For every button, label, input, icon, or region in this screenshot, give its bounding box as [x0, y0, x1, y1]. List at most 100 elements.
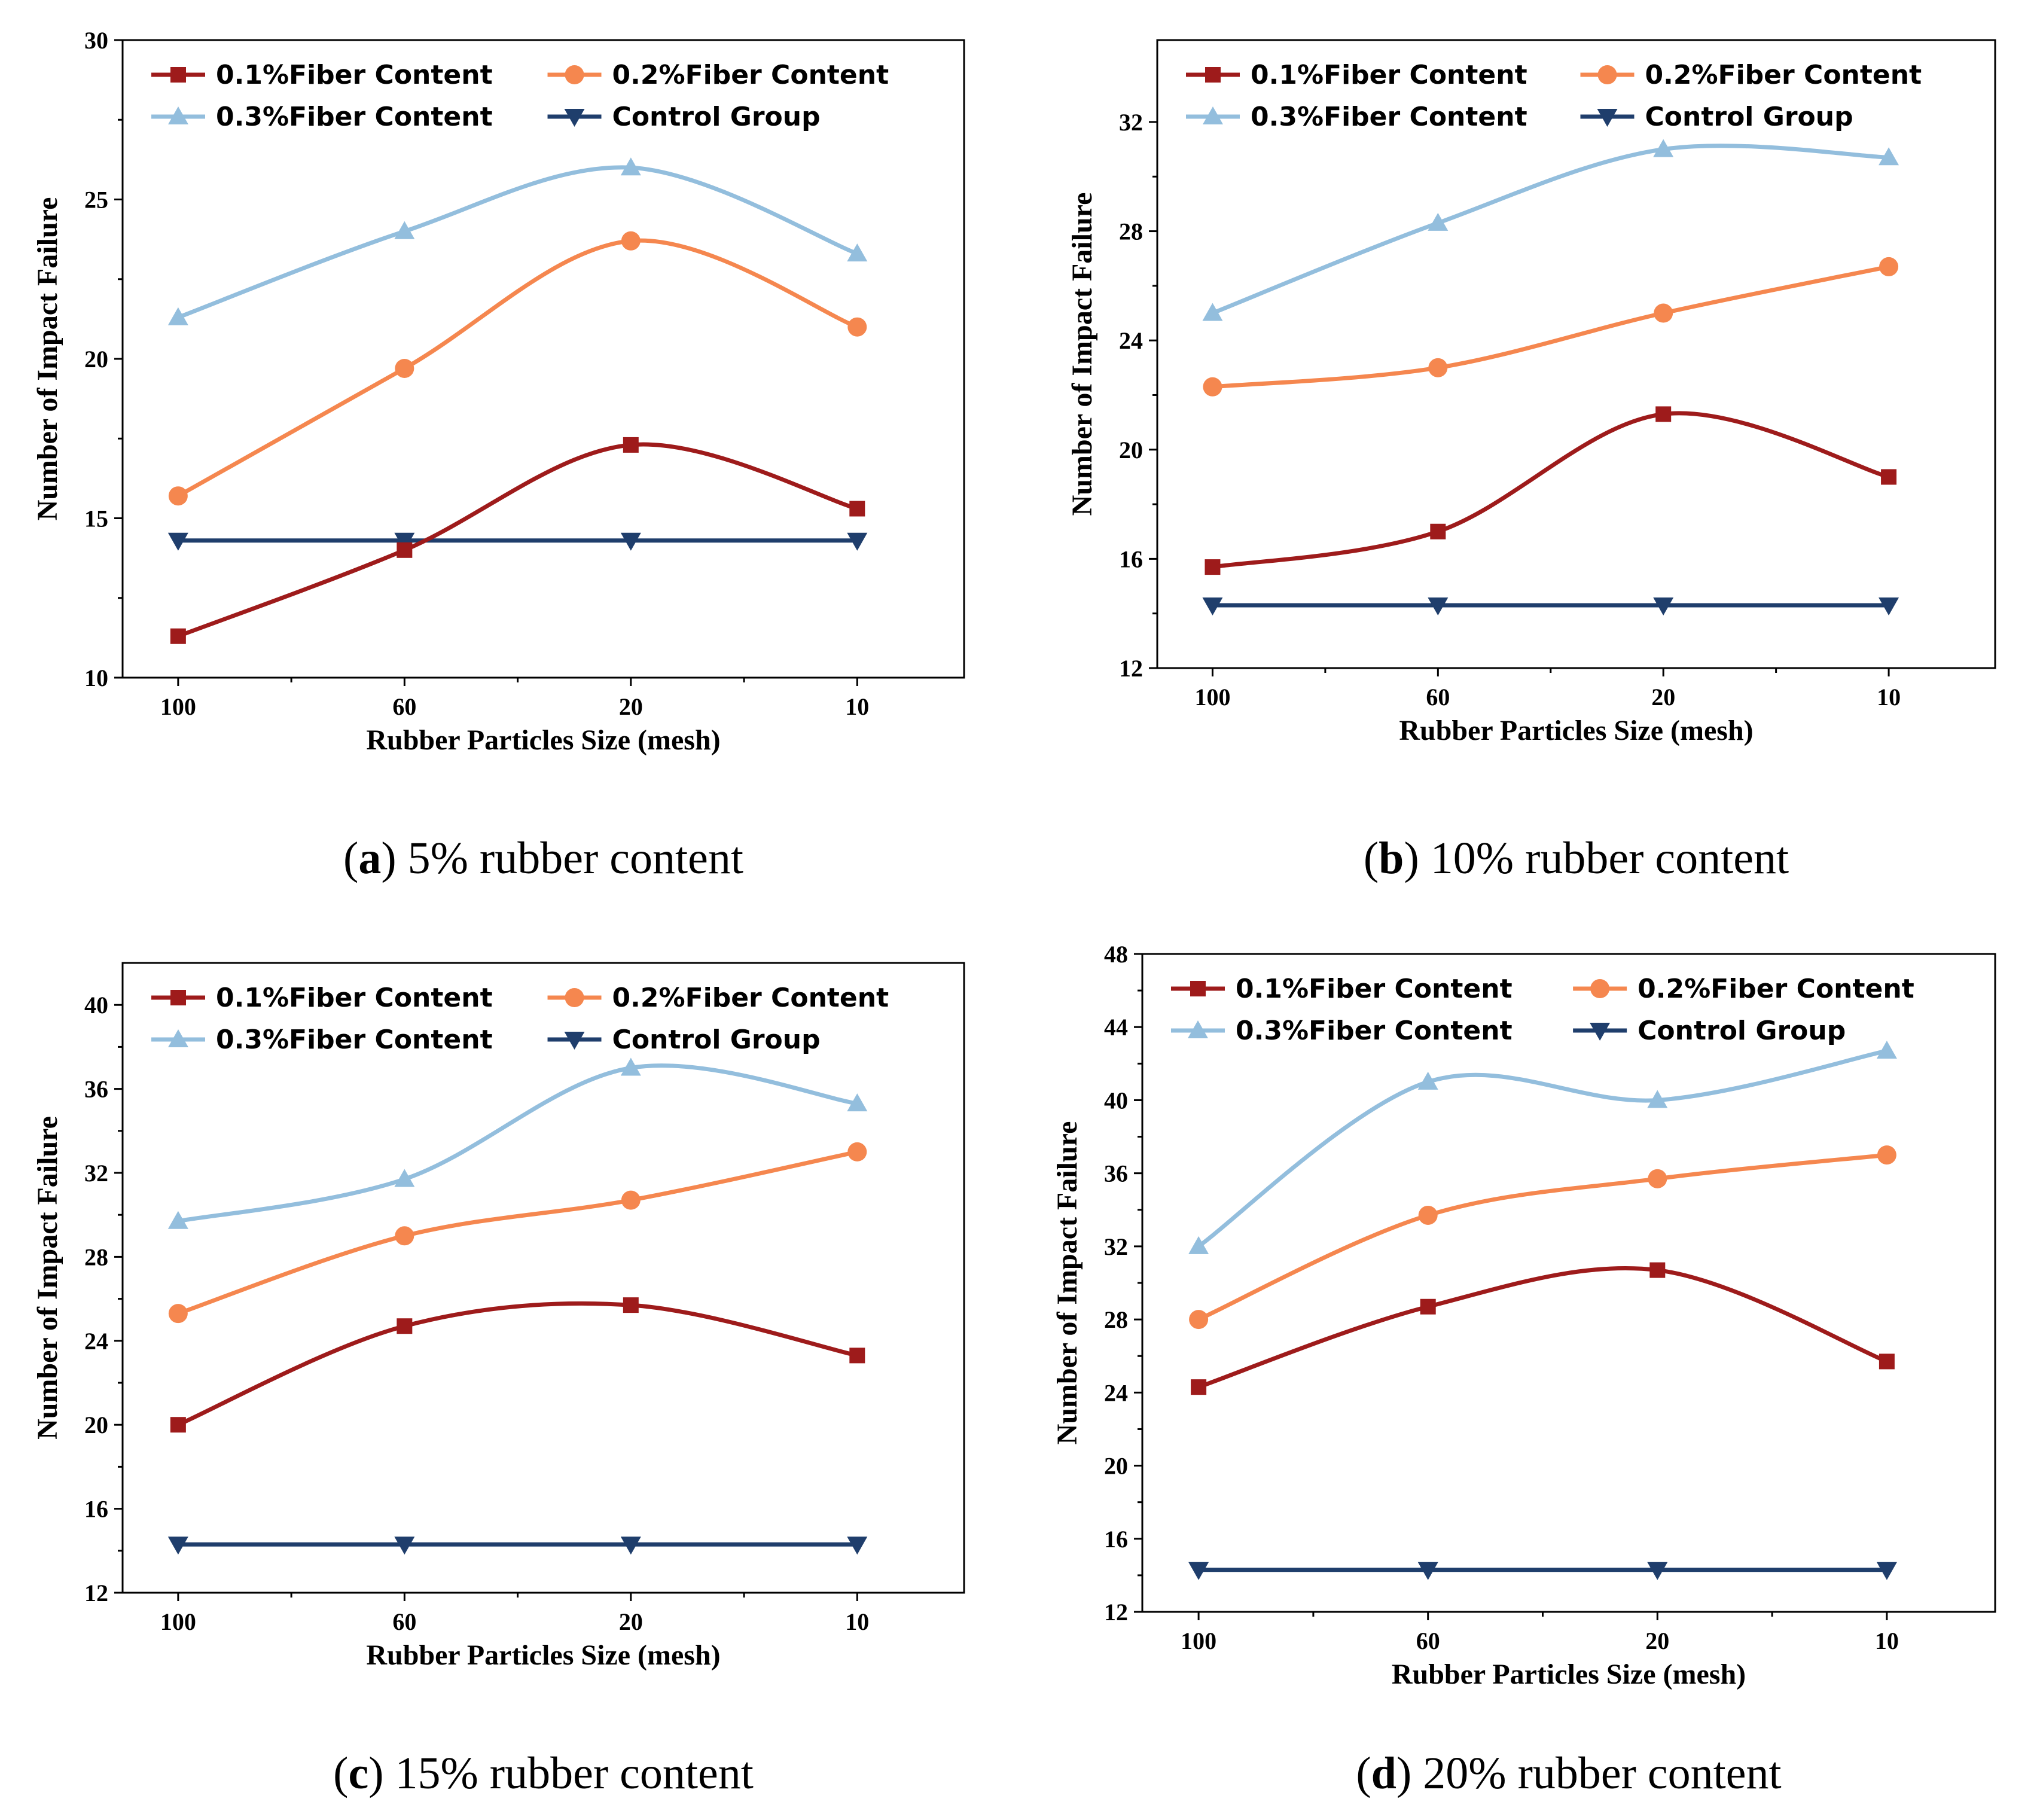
data-point-control-10 — [1876, 1562, 1897, 1580]
data-point-fiber_0_3-60 — [1428, 212, 1449, 231]
data-point-control-100 — [167, 532, 188, 551]
legend: 0.1%Fiber Content 0.2%Fiber Content 0.3%Fi… — [1186, 60, 1922, 132]
series-line-fiber_0_2 — [1210, 264, 1891, 389]
legend-label: 0.1%Fiber Content — [216, 60, 493, 90]
legend-marker — [168, 1029, 188, 1047]
series-fiber_0_2 — [168, 1142, 867, 1324]
legend-marker — [565, 988, 584, 1007]
data-point-fiber_0_2-20 — [1654, 303, 1673, 323]
data-point-control-100 — [1188, 1562, 1209, 1580]
series-control — [167, 532, 868, 551]
data-point-control-20 — [620, 1537, 641, 1555]
plot-frame — [121, 39, 965, 679]
data-point-fiber_0_2-20 — [621, 1190, 641, 1210]
data-point-fiber_0_1-10 — [849, 1348, 865, 1364]
data-point-fiber_0_2-60 — [1428, 358, 1448, 377]
data-point-fiber_0_1-20 — [623, 437, 639, 453]
data-point-fiber_0_2-10 — [1877, 1145, 1896, 1165]
panel-caption: (b) 10% rubber content — [1364, 833, 1789, 883]
series-fiber_0_1 — [170, 1297, 865, 1433]
y-axis-title: Number of Impact Failure — [1066, 193, 1098, 516]
data-point-fiber_0_3-100 — [1202, 303, 1223, 321]
data-point-fiber_0_3-60 — [1417, 1071, 1438, 1090]
data-point-fiber_0_2-60 — [395, 358, 414, 378]
legend-label: Control Group — [1638, 1016, 1846, 1046]
legend-item-control: Control Group — [547, 102, 821, 132]
x-axis-title: Rubber Particles Size (mesh) — [366, 724, 720, 756]
legend-marker — [1590, 1023, 1611, 1041]
plot-frame — [121, 962, 965, 1594]
x-tick-label: 20 — [1651, 684, 1675, 711]
legend-marker — [1205, 67, 1221, 83]
y-tick-label: 20 — [1119, 437, 1143, 464]
data-point-fiber_0_2-10 — [847, 1142, 867, 1161]
legend-label: 0.1%Fiber Content — [1251, 60, 1527, 90]
chart-panel-a: 10 15 20 25 30 100 60 20 10 Rubber Particles Size… — [32, 27, 965, 883]
data-point-fiber_0_3-100 — [167, 307, 188, 325]
legend-marker — [170, 990, 186, 1005]
y-axis-title: Number of Impact Failure — [1051, 1121, 1083, 1445]
y-tick-label: 16 — [1104, 1526, 1128, 1553]
chart-panel-c: 12 16 20 24 28 32 36 40 100 60 20 10 Rubber Particle… — [32, 962, 965, 1798]
data-point-control-60 — [394, 1537, 415, 1555]
data-point-fiber_0_1-60 — [397, 1318, 413, 1334]
x-axis-title: Rubber Particles Size (mesh) — [366, 1639, 720, 1671]
data-point-control-60 — [1417, 1562, 1438, 1580]
legend-item-fiber_0_1: 0.1%Fiber Content — [151, 60, 493, 90]
legend-label: 0.1%Fiber Content — [216, 983, 493, 1013]
legend-item-fiber_0_2: 0.2%Fiber Content — [547, 60, 889, 90]
legend-item-fiber_0_3: 0.3%Fiber Content — [1186, 102, 1527, 132]
caption-text: 20% rubber content — [1411, 1748, 1781, 1798]
data-point-control-10 — [847, 532, 868, 551]
data-point-fiber_0_2-100 — [168, 1304, 188, 1324]
y-tick-label: 24 — [1104, 1379, 1128, 1406]
y-tick-label: 32 — [1119, 109, 1143, 136]
legend-marker — [170, 67, 186, 83]
series-line-fiber_0_3 — [1196, 1048, 1889, 1249]
caption-paren-open: ( — [1364, 833, 1379, 883]
y-axis-title: Number of Impact Failure — [32, 1116, 63, 1440]
data-point-fiber_0_1-100 — [170, 628, 186, 644]
series-fiber_0_2 — [1189, 1145, 1896, 1330]
legend-label: Control Group — [612, 102, 821, 132]
data-point-fiber_0_1-10 — [849, 501, 865, 517]
legend: 0.1%Fiber Content 0.2%Fiber Content 0.3%Fi… — [1171, 974, 1914, 1046]
series-fiber_0_1 — [170, 437, 865, 644]
data-point-control-60 — [1428, 597, 1449, 615]
series-control — [1188, 1562, 1897, 1580]
data-point-fiber_0_1-60 — [397, 542, 413, 558]
series-control — [1202, 597, 1899, 615]
data-point-fiber_0_1-100 — [170, 1417, 186, 1433]
legend-label: 0.2%Fiber Content — [612, 983, 889, 1013]
x-tick-label: 20 — [619, 1608, 643, 1635]
caption-text: 5% rubber content — [397, 833, 743, 883]
series-fiber_0_3 — [167, 157, 868, 325]
caption-text: 10% rubber content — [1419, 833, 1789, 883]
data-point-control-20 — [1647, 1562, 1668, 1580]
series-line-fiber_0_2 — [176, 238, 859, 498]
series-fiber_0_2 — [1203, 257, 1899, 397]
y-tick-label: 20 — [84, 346, 108, 373]
data-point-control-10 — [1879, 597, 1899, 615]
x-tick-label: 100 — [1181, 1627, 1216, 1654]
legend-item-fiber_0_3: 0.3%Fiber Content — [151, 1025, 493, 1055]
caption-letter: b — [1379, 833, 1404, 883]
caption-text: 15% rubber content — [384, 1748, 754, 1798]
chart-panel-d: 12 16 20 24 28 32 36 40 44 48 100 60 20 10 Rubber Part… — [1051, 941, 1996, 1798]
legend-marker — [1597, 109, 1618, 127]
data-point-fiber_0_1-100 — [1191, 1379, 1207, 1395]
y-tick-label: 25 — [84, 187, 108, 214]
data-point-fiber_0_1-60 — [1430, 523, 1446, 539]
legend-marker — [1203, 106, 1223, 124]
y-tick-label: 24 — [84, 1328, 108, 1355]
legend-marker — [1590, 979, 1610, 998]
y-tick-label: 16 — [1119, 545, 1143, 572]
y-tick-label: 16 — [84, 1496, 108, 1523]
legend-item-fiber_0_1: 0.1%Fiber Content — [151, 983, 493, 1013]
data-point-fiber_0_3-10 — [847, 1093, 868, 1112]
data-point-fiber_0_1-20 — [1649, 1262, 1666, 1278]
series-line-fiber_0_3 — [176, 1063, 859, 1224]
data-point-fiber_0_3-60 — [394, 1169, 415, 1187]
legend-marker — [564, 109, 585, 127]
y-tick-label: 40 — [1104, 1087, 1128, 1114]
